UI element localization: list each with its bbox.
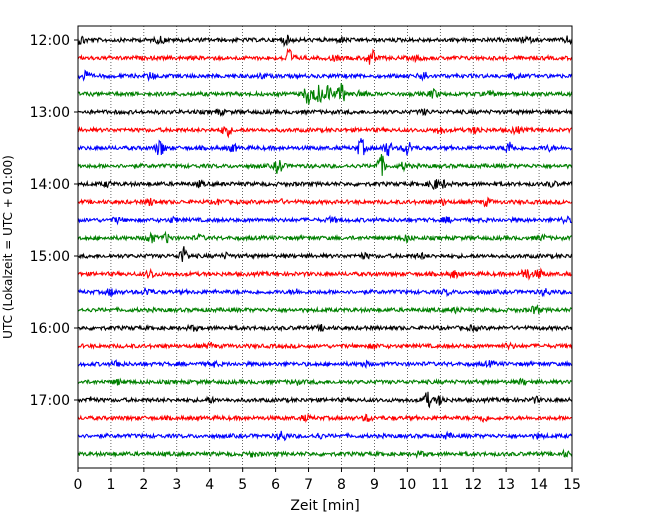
trace-1245 — [77, 83, 573, 105]
trace-1600 — [77, 323, 573, 333]
trace-1300 — [77, 107, 573, 117]
trace-1315 — [77, 125, 573, 139]
x-tick-label: 14 — [530, 477, 548, 493]
traces-group — [77, 34, 573, 459]
trace-1730 — [77, 430, 573, 442]
trace-1430 — [77, 214, 573, 226]
x-tick-label: 5 — [238, 477, 247, 493]
x-tick-label: 15 — [563, 477, 581, 493]
trace-1215 — [77, 48, 573, 65]
x-tick-label: 12 — [464, 477, 482, 493]
x-tick-label: 1 — [106, 477, 115, 493]
trace-1500 — [77, 246, 573, 262]
y-tick-label: 17:00 — [30, 393, 70, 409]
trace-1415 — [77, 196, 573, 208]
y-tick-label: 16:00 — [30, 321, 70, 337]
y-axis-ticks: 12:00 13:00 14:00 15:00 16:00 17:00 — [30, 33, 78, 409]
y-tick-label: 13:00 — [30, 105, 70, 121]
x-tick-label: 4 — [205, 477, 214, 493]
trace-1630 — [77, 359, 572, 370]
trace-1445 — [77, 230, 573, 244]
trace-1700 — [77, 391, 573, 409]
trace-1345 — [77, 154, 573, 176]
x-tick-label: 11 — [431, 477, 449, 493]
trace-1200 — [77, 34, 573, 48]
x-tick-label: 9 — [370, 477, 379, 493]
x-tick-label: 3 — [172, 477, 181, 493]
trace-1715 — [77, 413, 573, 424]
trace-1645 — [77, 377, 573, 387]
y-tick-label: 12:00 — [30, 33, 70, 49]
x-axis-label: Zeit [min] — [290, 498, 359, 514]
x-axis-ticks: 0 1 2 3 4 5 6 7 8 9 10 11 12 13 14 15 — [74, 468, 581, 493]
trace-1515 — [77, 267, 573, 281]
x-tick-label: 2 — [139, 477, 148, 493]
plot-frame — [77, 25, 573, 469]
trace-1615 — [77, 341, 573, 351]
x-tick-label: 10 — [398, 477, 416, 493]
trace-1400 — [77, 178, 573, 191]
trace-1545 — [77, 303, 573, 315]
trace-1530 — [77, 287, 573, 298]
x-tick-label: 8 — [337, 477, 346, 493]
y-axis-label: UTC (Lokalzeit = UTC + 01:00) — [1, 155, 15, 339]
x-tick-label: 13 — [497, 477, 515, 493]
trace-1745 — [77, 448, 573, 459]
x-tick-label: 6 — [271, 477, 280, 493]
x-tick-label: 7 — [304, 477, 313, 493]
trace-1330 — [77, 138, 573, 157]
trace-1230 — [77, 69, 573, 82]
y-tick-label: 15:00 — [30, 249, 70, 265]
x-tick-label: 0 — [74, 477, 83, 493]
y-tick-label: 14:00 — [30, 177, 70, 193]
